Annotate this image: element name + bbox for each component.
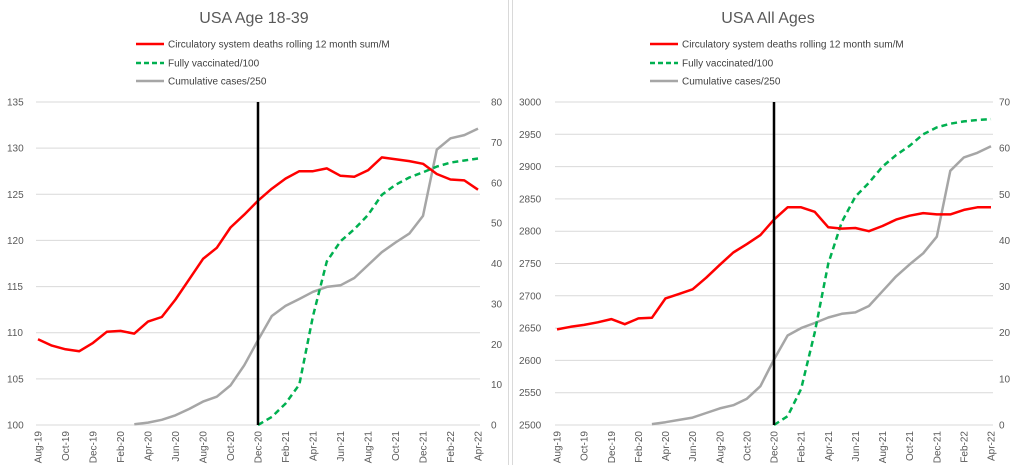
legend-label: Cumulative cases/250 bbox=[682, 77, 781, 88]
legend-item: Cumulative cases/250 bbox=[650, 77, 781, 88]
x-tick-label: Aug-19 bbox=[34, 431, 45, 464]
legend-label: Circulatory system deaths rolling 12 mon… bbox=[168, 40, 390, 51]
x-tick-label: Dec-21 bbox=[419, 431, 430, 464]
legend-item: Fully vaccinated/100 bbox=[650, 59, 774, 70]
y-right-tick-label: 70 bbox=[491, 138, 503, 149]
y-left-tick-label: 130 bbox=[7, 144, 24, 155]
x-tick-label: Dec-20 bbox=[254, 431, 265, 464]
x-tick-label: Apr-21 bbox=[309, 431, 320, 461]
x-tick-label: Aug-20 bbox=[199, 431, 210, 464]
chart-title: USA Age 18-39 bbox=[199, 10, 309, 27]
legend-item: Cumulative cases/250 bbox=[136, 77, 267, 88]
y-left-tick-label: 2750 bbox=[519, 259, 542, 270]
x-tick-label: Jun-20 bbox=[688, 431, 699, 462]
y-left-tick-label: 2650 bbox=[519, 324, 542, 335]
y-left-tick-label: 105 bbox=[7, 374, 24, 385]
legend-item: Circulatory system deaths rolling 12 mon… bbox=[136, 40, 390, 51]
legend-label: Fully vaccinated/100 bbox=[168, 59, 260, 70]
y-left-tick-label: 2850 bbox=[519, 194, 542, 205]
x-tick-label: Aug-20 bbox=[715, 431, 726, 464]
x-tick-label: Jun-21 bbox=[336, 431, 347, 462]
y-left-tick-label: 110 bbox=[7, 328, 23, 339]
x-tick-label: Oct-21 bbox=[391, 431, 402, 461]
x-tick-label: Apr-20 bbox=[144, 431, 155, 461]
chart-all-ages: USA All Ages Circulatory system deaths ro… bbox=[519, 10, 1011, 464]
x-tick-label: Dec-21 bbox=[932, 431, 943, 464]
y-left-tick-label: 3000 bbox=[519, 98, 542, 109]
x-tick-label: Apr-20 bbox=[661, 431, 672, 461]
series-line-cases bbox=[134, 127, 479, 426]
y-left-tick-label: 100 bbox=[7, 421, 24, 432]
y-right-tick-label: 30 bbox=[999, 282, 1011, 293]
y-right-tick-label: 10 bbox=[999, 374, 1011, 385]
y-left-tick-label: 120 bbox=[7, 236, 24, 247]
x-tick-label: Oct-20 bbox=[742, 431, 753, 461]
x-tick-label: Apr-22 bbox=[474, 431, 485, 461]
y-right-tick-label: 20 bbox=[999, 328, 1011, 339]
legend-label: Circulatory system deaths rolling 12 mon… bbox=[682, 40, 904, 51]
x-tick-label: Oct-20 bbox=[226, 431, 237, 461]
y-left-tick-label: 2500 bbox=[519, 421, 542, 432]
y-left-tick-label: 2600 bbox=[519, 356, 542, 367]
x-tick-label: Aug-19 bbox=[553, 431, 564, 464]
x-tick-label: Feb-22 bbox=[959, 431, 970, 463]
x-tick-label: Dec-19 bbox=[607, 431, 618, 464]
y-left-tick-label: 115 bbox=[7, 282, 23, 293]
x-tick-label: Feb-20 bbox=[116, 431, 127, 463]
y-left-tick-label: 2550 bbox=[519, 388, 542, 399]
legend-label: Cumulative cases/250 bbox=[168, 77, 267, 88]
y-right-tick-label: 10 bbox=[491, 380, 503, 391]
x-tick-label: Apr-21 bbox=[824, 431, 835, 461]
chart-panel-all-ages: USA All Ages Circulatory system deaths ro… bbox=[512, 0, 1024, 465]
y-right-tick-label: 0 bbox=[999, 421, 1005, 432]
y-right-tick-label: 20 bbox=[491, 340, 503, 351]
y-right-tick-label: 60 bbox=[491, 178, 503, 189]
x-tick-label: Oct-19 bbox=[61, 431, 72, 461]
y-left-tick-label: 2900 bbox=[519, 162, 542, 173]
series-line-vaccinated bbox=[257, 157, 479, 427]
x-tick-label: Aug-21 bbox=[878, 431, 889, 464]
x-tick-label: Jun-20 bbox=[171, 431, 182, 462]
chart-title: USA All Ages bbox=[721, 10, 814, 27]
x-tick-label: Feb-21 bbox=[797, 431, 808, 463]
x-tick-label: Feb-21 bbox=[281, 431, 292, 463]
y-right-tick-label: 70 bbox=[999, 98, 1011, 109]
x-tick-label: Aug-21 bbox=[364, 431, 375, 464]
chart-panel-age-18-39: USA Age 18-39 Circulatory system deaths r… bbox=[0, 0, 509, 465]
x-tick-label: Oct-21 bbox=[905, 431, 916, 461]
y-right-tick-label: 40 bbox=[491, 259, 503, 270]
series-line-vaccinated bbox=[773, 117, 992, 427]
y-right-tick-label: 50 bbox=[491, 219, 503, 230]
y-right-tick-label: 50 bbox=[999, 190, 1011, 201]
x-tick-label: Feb-20 bbox=[634, 431, 645, 463]
y-right-tick-label: 60 bbox=[999, 144, 1011, 155]
x-tick-label: Feb-22 bbox=[446, 431, 457, 463]
x-tick-label: Apr-22 bbox=[987, 431, 998, 461]
legend-item: Circulatory system deaths rolling 12 mon… bbox=[650, 40, 904, 51]
y-left-tick-label: 2800 bbox=[519, 227, 542, 238]
legend-item: Fully vaccinated/100 bbox=[136, 59, 260, 70]
y-right-tick-label: 80 bbox=[491, 98, 503, 109]
y-right-tick-label: 30 bbox=[491, 299, 503, 310]
y-right-tick-label: 0 bbox=[491, 421, 497, 432]
y-left-tick-label: 135 bbox=[7, 98, 24, 109]
chart-age-18-39: USA Age 18-39 Circulatory system deaths r… bbox=[7, 10, 503, 464]
legend-label: Fully vaccinated/100 bbox=[682, 59, 774, 70]
x-tick-label: Dec-19 bbox=[89, 431, 100, 464]
y-left-tick-label: 2950 bbox=[519, 130, 542, 141]
y-left-tick-label: 125 bbox=[7, 190, 24, 201]
x-tick-label: Jun-21 bbox=[851, 431, 862, 462]
x-tick-label: Oct-19 bbox=[580, 431, 591, 461]
y-right-tick-label: 40 bbox=[999, 236, 1011, 247]
y-left-tick-label: 2700 bbox=[519, 291, 542, 302]
series-line-cases bbox=[651, 145, 992, 426]
x-tick-label: Dec-20 bbox=[770, 431, 781, 464]
